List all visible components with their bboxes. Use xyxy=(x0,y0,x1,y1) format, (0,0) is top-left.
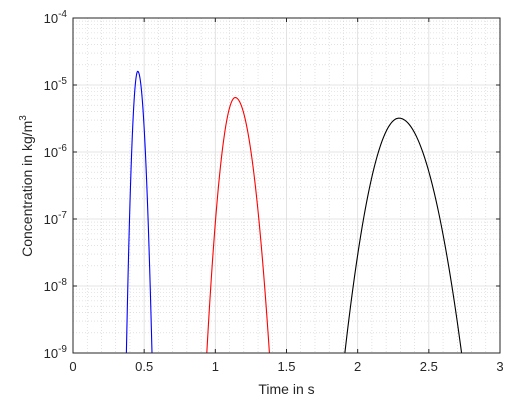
y-tick-label-base: 10 xyxy=(44,212,58,227)
series-line-3 xyxy=(344,117,463,354)
y-tick-label-exponent: -5 xyxy=(58,76,67,87)
x-tick-label: 0.5 xyxy=(135,359,153,374)
x-tick-label: 3 xyxy=(496,359,503,374)
y-tick-label-base: 10 xyxy=(44,279,58,294)
y-axis-label-exponent: 3 xyxy=(18,115,29,121)
y-tick-label: 10-7 xyxy=(44,210,68,227)
y-tick-label: 10-8 xyxy=(44,277,68,294)
y-tick-label-exponent: -7 xyxy=(58,210,67,221)
x-axis-label: Time in s xyxy=(258,381,314,397)
y-tick-label-base: 10 xyxy=(44,145,58,160)
y-axis-label-text: Concentration in kg/m xyxy=(19,121,35,257)
series-line-1 xyxy=(125,70,153,354)
ticks xyxy=(72,17,501,354)
x-tick-label: 1.5 xyxy=(277,359,295,374)
y-tick-label: 10-4 xyxy=(44,9,68,26)
y-tick-label: 10-6 xyxy=(44,143,68,160)
y-tick-label-base: 10 xyxy=(44,11,58,26)
x-tick-labels: 0 0.5 1 1.5 2 2.5 3 xyxy=(69,359,503,374)
y-tick-label: 10-5 xyxy=(44,76,68,93)
y-tick-label: 10-9 xyxy=(44,344,68,361)
y-tick-label-exponent: -8 xyxy=(58,277,67,288)
y-tick-label-base: 10 xyxy=(44,346,58,361)
series-line-2 xyxy=(206,96,270,354)
y-tick-label-exponent: -6 xyxy=(58,143,67,154)
y-tick-label-base: 10 xyxy=(44,78,58,93)
y-tick-label-exponent: -9 xyxy=(58,344,67,355)
x-tick-label: 2.5 xyxy=(420,359,438,374)
x-tick-label: 0 xyxy=(69,359,76,374)
series-layer xyxy=(125,70,463,354)
x-tick-label: 1 xyxy=(212,359,219,374)
x-tick-label: 2 xyxy=(354,359,361,374)
y-axis-label: Concentration in kg/m3 xyxy=(18,115,35,257)
y-tick-label-exponent: -4 xyxy=(58,9,67,20)
y-tick-labels: 10-910-810-710-610-510-4 xyxy=(44,9,68,361)
